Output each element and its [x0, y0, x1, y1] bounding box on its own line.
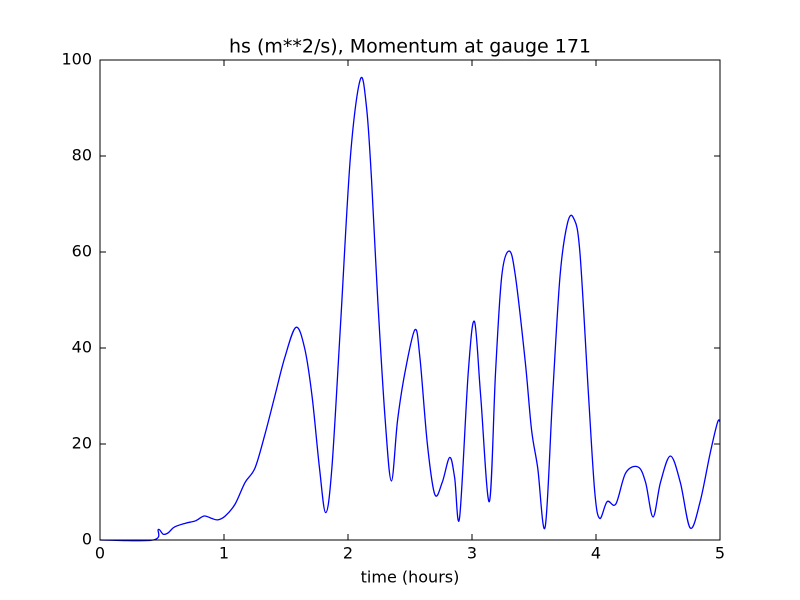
x-tick-label: 2 [343, 544, 353, 563]
chart-title: hs (m**2/s), Momentum at gauge 171 [229, 36, 591, 58]
y-tick-label: 60 [72, 242, 92, 261]
x-tick-label: 0 [95, 544, 105, 563]
y-tick-label: 0 [82, 530, 92, 549]
y-tick-label: 100 [61, 50, 92, 69]
y-tick-label: 40 [72, 338, 92, 357]
x-tick-label: 1 [219, 544, 229, 563]
x-tick-label: 5 [715, 544, 725, 563]
x-axis-label: time (hours) [361, 568, 460, 587]
x-tick-label: 3 [467, 544, 477, 563]
y-tick-label: 20 [72, 434, 92, 453]
y-tick-label: 80 [72, 146, 92, 165]
x-tick-label: 4 [591, 544, 601, 563]
plot-frame [99, 59, 721, 541]
line-series [99, 76, 721, 542]
